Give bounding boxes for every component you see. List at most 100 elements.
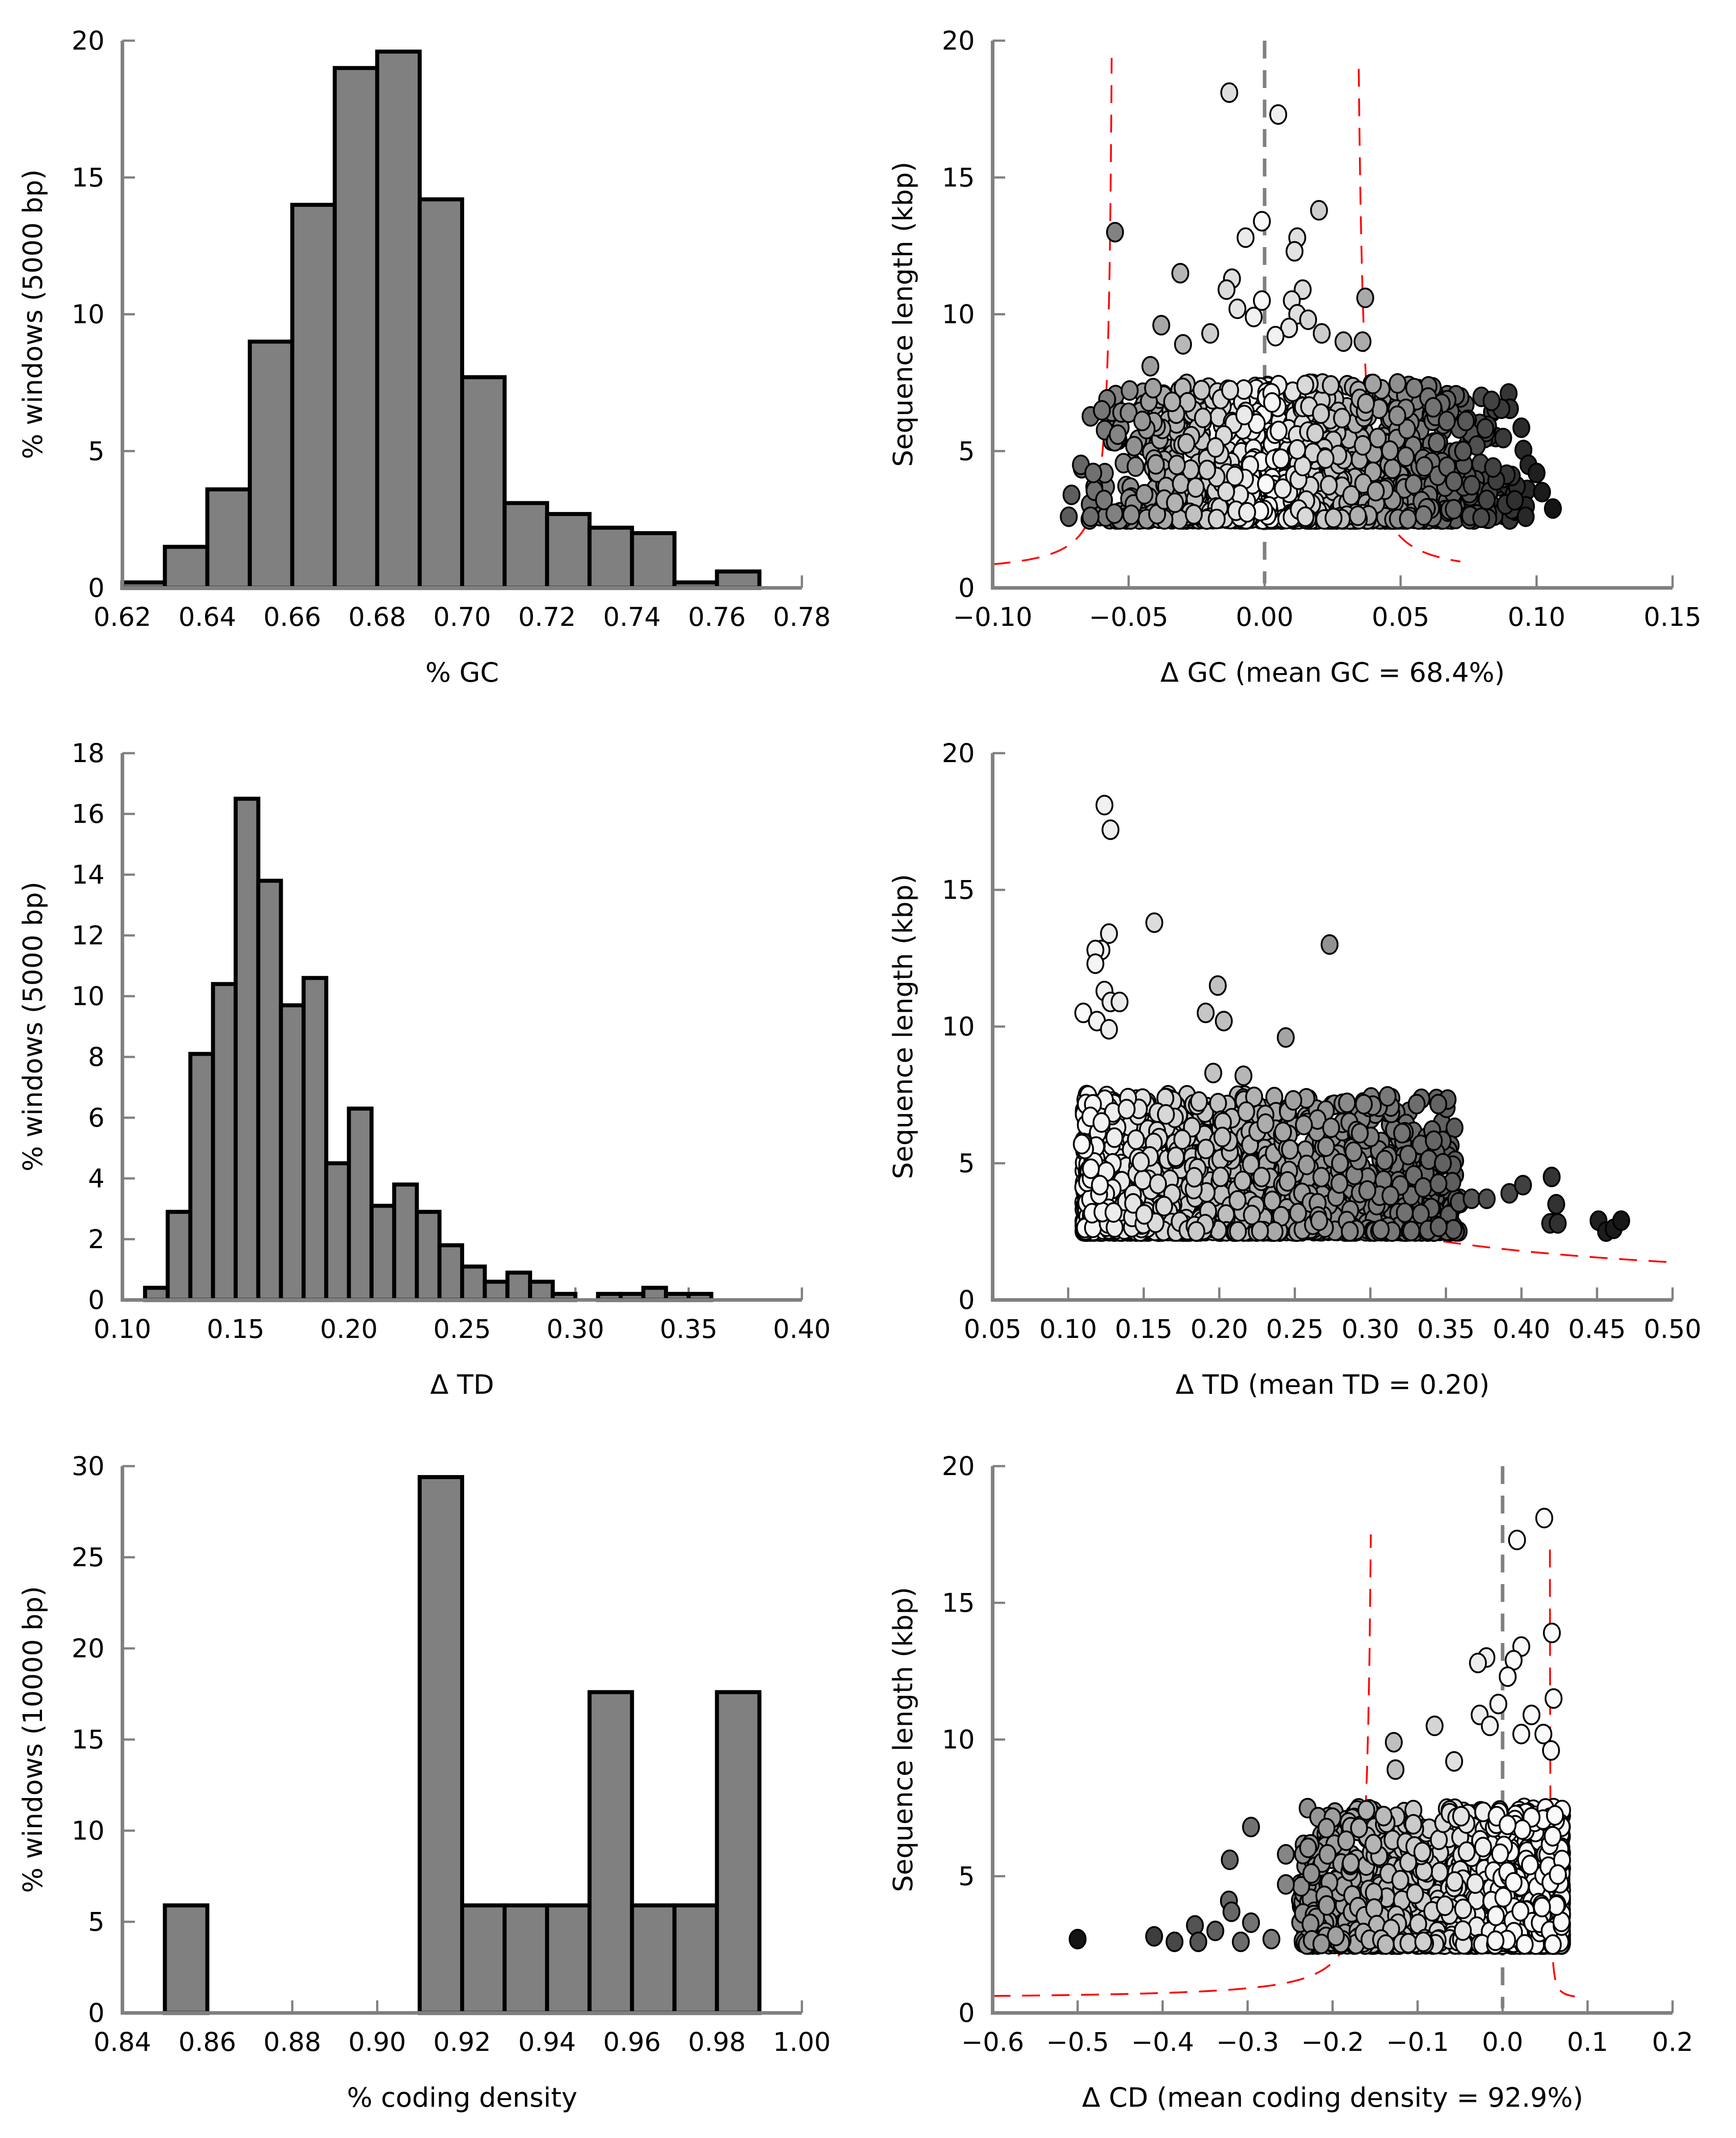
scatter-point: [1177, 433, 1195, 454]
scatter-point: [1414, 1931, 1433, 1952]
scatter-point: [1404, 1814, 1422, 1835]
scatter-point: [1430, 1216, 1448, 1237]
scatter-point: [1284, 1090, 1303, 1111]
scatter-point: [1434, 1153, 1452, 1174]
scatter-point: [1163, 391, 1181, 412]
scatter-point: [1381, 440, 1399, 461]
histogram-bar: [460, 375, 507, 590]
scatter-point: [1277, 1844, 1295, 1865]
scatter-point: [1406, 1883, 1424, 1904]
scatter-point: [1349, 505, 1367, 526]
histogram-bar: [503, 501, 549, 590]
scatter-point: [1312, 1933, 1330, 1954]
scatter-point: [1430, 1861, 1449, 1882]
scatter-point: [1238, 502, 1256, 523]
scatter-point: [1147, 454, 1165, 475]
scatter-point: [1388, 405, 1406, 426]
scatter-point: [1338, 1092, 1356, 1113]
scatter-point: [1365, 1898, 1384, 1919]
scatter-point: [1357, 1800, 1375, 1821]
x-tick-label: 0.45: [1568, 1314, 1626, 1344]
scatter-point: [1393, 1123, 1411, 1144]
scatter-point: [1543, 1622, 1561, 1643]
scatter-point: [1289, 1203, 1307, 1224]
scatter-point: [1517, 506, 1535, 527]
x-tick-label: 0.10: [1040, 1314, 1097, 1344]
scatter-point: [1463, 1188, 1481, 1209]
scatter-point: [1135, 1204, 1153, 1225]
scatter-point: [1512, 1723, 1531, 1744]
scatter-point: [1375, 1149, 1394, 1170]
scatter-point: [1476, 418, 1494, 439]
scatter-point: [1527, 462, 1546, 483]
scatter-point: [1548, 1213, 1567, 1234]
scatter-point: [1543, 1934, 1562, 1955]
scatter-point: [1535, 1508, 1553, 1529]
x-tick-label: 0.70: [433, 602, 491, 632]
scatter-point: [1612, 1210, 1631, 1231]
y-axis-title: Sequence length (kbp): [888, 162, 919, 467]
scatter-point: [1310, 200, 1328, 221]
scatter-point: [1277, 1874, 1295, 1895]
scatter-point: [1105, 503, 1124, 524]
x-tick-label: −0.6: [961, 2027, 1024, 2057]
scatter-point: [1228, 298, 1246, 319]
scatter-point: [1274, 478, 1292, 499]
scatter-point: [1494, 1887, 1513, 1908]
scatter-point: [1206, 437, 1224, 458]
scatter-point: [1277, 1027, 1295, 1048]
scatter-point: [1189, 1931, 1208, 1952]
scatter-point: [1508, 1530, 1526, 1551]
histogram-bar: [503, 1903, 549, 2015]
y-axis-title: Sequence length (kbp): [888, 1587, 919, 1892]
y-tick-label: 10: [942, 1724, 975, 1755]
scatter-point: [1436, 1895, 1454, 1916]
scatter-point: [1375, 1806, 1393, 1827]
scatter-point: [1133, 1170, 1152, 1191]
y-tick-label: 20: [942, 1451, 975, 1481]
scatter-point: [1402, 1220, 1421, 1241]
scatter-point: [1262, 1928, 1281, 1949]
scatter-point: [1101, 819, 1120, 840]
scatter-point: [1187, 1221, 1205, 1242]
scatter-point: [1145, 1926, 1163, 1947]
x-tick-label: 0.88: [264, 2027, 321, 2057]
scatter-point: [1413, 1841, 1431, 1862]
scatter-point: [1511, 1901, 1530, 1922]
x-tick-label: 0.15: [207, 1314, 264, 1344]
scatter-point: [1212, 1166, 1230, 1187]
scatter-point: [1396, 1202, 1414, 1223]
x-tick-label: 0.30: [1342, 1314, 1399, 1344]
scatter-point: [1327, 1925, 1345, 1946]
scatter-point: [1263, 1191, 1281, 1212]
scatter-point: [1491, 1843, 1509, 1864]
histogram-bar: [460, 1264, 487, 1302]
x-tick-label: 0.25: [1266, 1314, 1324, 1344]
scatter-point: [1194, 407, 1212, 428]
scatter-point: [1120, 402, 1138, 423]
scatter-point: [1152, 315, 1170, 335]
scatter-point: [1279, 1171, 1297, 1192]
x-tick-label: 0.50: [1644, 1314, 1701, 1344]
scatter-point: [1201, 323, 1220, 344]
scatter-point: [1144, 377, 1162, 398]
y-tick-label: 15: [942, 1588, 975, 1618]
histogram-bar: [528, 1279, 555, 1302]
scatter-point: [1384, 1732, 1403, 1753]
y-tick-label: 20: [942, 738, 975, 768]
histogram-bar: [672, 1903, 719, 2015]
x-tick-label: 1.00: [773, 2027, 830, 2057]
scatter-point: [1381, 1185, 1400, 1206]
histogram-bar: [545, 1903, 592, 2015]
scatter-point: [1281, 1139, 1299, 1160]
histogram-bar: [587, 1690, 634, 2015]
x-axis-title: % coding density: [347, 2082, 578, 2113]
scatter-point: [1342, 1853, 1360, 1874]
scatter-point: [1312, 1167, 1330, 1188]
scatter-point: [1209, 1093, 1227, 1114]
scatter-point: [1522, 1704, 1541, 1725]
scatter-point: [1280, 318, 1298, 339]
scatter-point: [1198, 459, 1216, 480]
scatter-point: [1399, 1144, 1417, 1165]
histogram-bar: [545, 512, 592, 590]
